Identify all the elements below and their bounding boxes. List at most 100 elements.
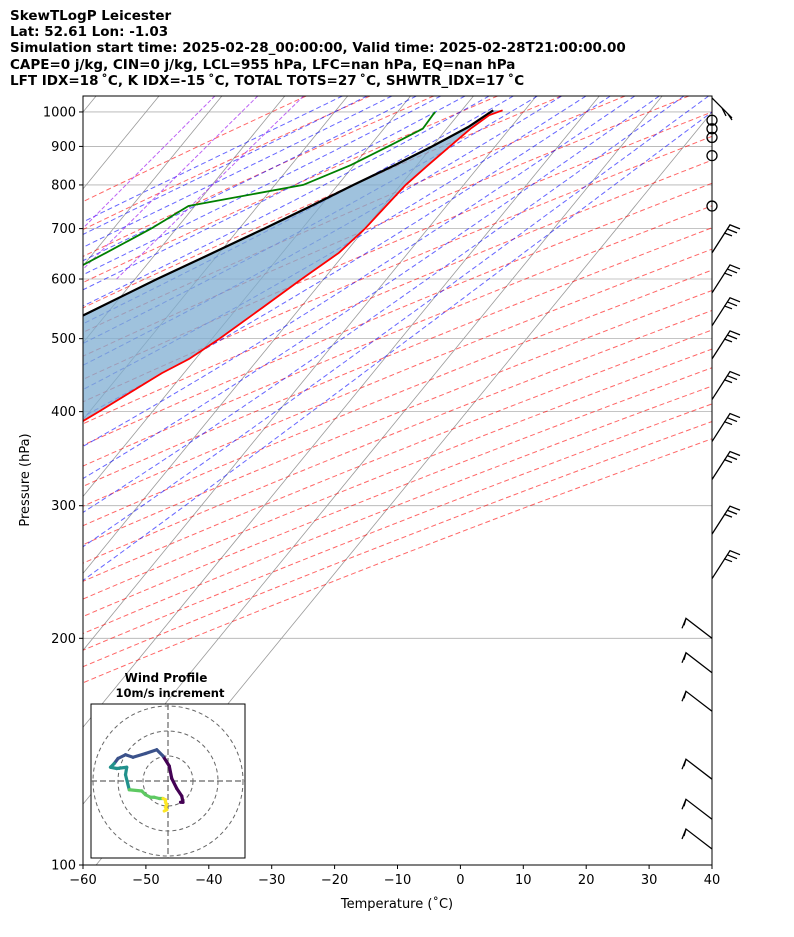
title-line-3: Simulation start time: 2025-02-28_00:00:… bbox=[10, 40, 626, 57]
wind-barb bbox=[681, 798, 713, 820]
hodograph-segment bbox=[162, 808, 169, 813]
dry-adiabat-line bbox=[83, 96, 371, 231]
hodograph-segment bbox=[127, 788, 144, 793]
isotherm-line bbox=[83, 96, 97, 113]
moist-adiabat-line bbox=[83, 111, 712, 582]
dry-adiabat-line bbox=[83, 205, 712, 467]
y-tick-label: 100 bbox=[51, 859, 76, 874]
y-tick-label: 400 bbox=[51, 405, 76, 420]
y-tick-label: 200 bbox=[51, 632, 76, 647]
hodograph-segment bbox=[123, 773, 130, 787]
y-tick-label: 300 bbox=[51, 499, 76, 514]
hodograph-segment bbox=[170, 776, 179, 791]
hodograph-segment bbox=[131, 751, 148, 759]
wind-barb bbox=[681, 651, 713, 674]
y-tick-label: 900 bbox=[51, 140, 76, 155]
mixing-ratio-line bbox=[83, 96, 216, 229]
y-tick-label: 1000 bbox=[43, 105, 76, 120]
hodograph-segment bbox=[115, 765, 129, 771]
dry-adiabat-line bbox=[83, 227, 712, 487]
title-line-4: CAPE=0 j/kg, CIN=0 j/kg, LCL=955 hPa, LF… bbox=[10, 56, 516, 73]
dry-adiabat-line bbox=[83, 421, 712, 668]
y-axis-ticks: 1000 900 800 700 600 500 400 300 200 100 bbox=[43, 105, 83, 874]
wind-barb bbox=[711, 370, 741, 400]
isotherm-line bbox=[83, 96, 349, 421]
x-tick-label: 40 bbox=[704, 873, 721, 888]
title-line-5: LFT IDX=18 ˚C, K IDX=-15 ˚C, TOTAL TOTS=… bbox=[10, 72, 525, 89]
x-tick-label: 30 bbox=[641, 873, 658, 888]
isotherm-line bbox=[83, 96, 286, 344]
wind-barb bbox=[711, 549, 741, 580]
hodograph-segment bbox=[167, 764, 174, 781]
y-tick-label: 500 bbox=[51, 332, 76, 347]
hodograph-segment bbox=[161, 754, 171, 768]
wind-barb-calm bbox=[706, 123, 718, 135]
parcel-profile-line bbox=[83, 109, 494, 317]
wind-barb bbox=[711, 297, 741, 327]
wind-barb-calm bbox=[706, 149, 718, 162]
wind-barb bbox=[681, 827, 713, 850]
title-line-2: Lat: 52.61 Lon: -1.03 bbox=[10, 24, 169, 41]
x-tick-label: −10 bbox=[384, 873, 411, 888]
hodograph-subtitle: 10m/s increment bbox=[116, 686, 225, 700]
y-tick-label: 800 bbox=[51, 178, 76, 193]
dry-adiabat-line bbox=[83, 96, 434, 258]
profile-lines bbox=[83, 109, 503, 423]
moist-adiabat-line bbox=[83, 96, 636, 448]
y-axis-label: Pressure (hPa) bbox=[18, 433, 33, 526]
wind-barb bbox=[711, 97, 733, 121]
wind-barb bbox=[711, 224, 741, 254]
chart-header: SkewTLogP Leicester Lat: 52.61 Lon: -1.0… bbox=[10, 8, 626, 89]
dry-adiabat-line bbox=[83, 248, 712, 507]
wind-barb bbox=[681, 690, 713, 712]
isotherm-line bbox=[83, 96, 223, 267]
wind-barb bbox=[711, 450, 741, 480]
x-axis-label: Temperature (˚C) bbox=[340, 896, 453, 912]
x-tick-label: −20 bbox=[321, 873, 348, 888]
wind-barb bbox=[681, 617, 713, 639]
temperature-line bbox=[83, 109, 503, 423]
x-tick-label: −60 bbox=[69, 873, 96, 888]
moist-adiabat-line bbox=[83, 96, 466, 291]
wind-barb-calm bbox=[706, 131, 718, 144]
x-tick-label: −30 bbox=[258, 873, 285, 888]
x-tick-label: −40 bbox=[195, 873, 222, 888]
x-tick-label: 0 bbox=[456, 873, 464, 888]
moist-adiabat-line bbox=[83, 96, 660, 480]
wind-barb bbox=[711, 412, 741, 442]
moist-adiabat-line bbox=[83, 96, 393, 248]
isotherm-line bbox=[83, 96, 537, 651]
hodograph-title: Wind Profile bbox=[125, 671, 208, 685]
dry-adiabat-line bbox=[83, 385, 712, 635]
dry-adiabat-line bbox=[83, 135, 712, 403]
y-tick-label: 600 bbox=[51, 273, 76, 288]
mixing-ratio-line bbox=[116, 96, 304, 280]
wind-barbs bbox=[681, 97, 741, 850]
x-tick-label: −50 bbox=[132, 873, 159, 888]
moist-adiabat-line bbox=[83, 96, 538, 344]
moist-adiabat-line bbox=[83, 96, 562, 366]
dry-adiabat-line bbox=[83, 309, 712, 564]
moist-adiabat-line bbox=[83, 96, 441, 276]
moist-adiabat-line bbox=[83, 96, 685, 514]
dry-adiabat-line bbox=[83, 96, 498, 284]
moist-adiabat-line bbox=[83, 96, 611, 418]
cape-shading bbox=[83, 110, 503, 422]
moist-adiabat-line bbox=[83, 96, 368, 235]
x-tick-label: 10 bbox=[515, 873, 532, 888]
mixing-ratio-line bbox=[83, 96, 259, 270]
moist-adiabat-line bbox=[83, 96, 514, 325]
title-line-1: SkewTLogP Leicester bbox=[10, 8, 172, 24]
cape-fill-area bbox=[83, 110, 503, 422]
dry-adiabat-line bbox=[83, 96, 562, 309]
moist-adiabat-line bbox=[83, 96, 343, 223]
x-tick-label: 20 bbox=[578, 873, 595, 888]
hodograph: Wind Profile 10m/s increment bbox=[90, 671, 246, 859]
moist-adiabat-line bbox=[83, 96, 490, 307]
wind-barb-calm bbox=[706, 200, 718, 212]
y-tick-label: 700 bbox=[51, 222, 76, 237]
hodograph-segment bbox=[143, 748, 159, 756]
dewpoint-line bbox=[83, 111, 436, 266]
wind-barb bbox=[711, 505, 741, 535]
